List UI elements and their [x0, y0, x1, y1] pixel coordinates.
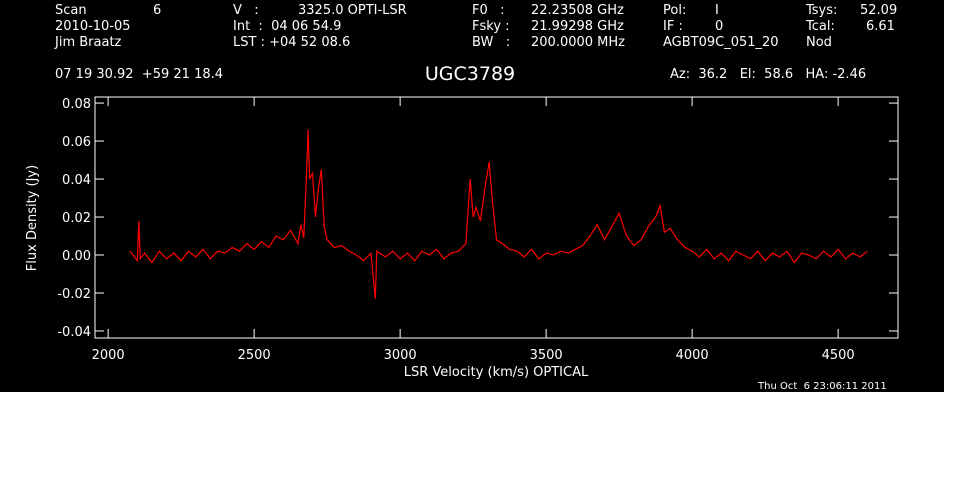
x-tick-label: 2500 [238, 348, 271, 363]
header-field: 52.09 [860, 3, 897, 18]
header-field: Jim Braatz [54, 35, 122, 50]
y-tick-label: 0.06 [62, 135, 91, 150]
header-field: 0 [715, 19, 723, 34]
y-tick-label: 0.00 [62, 249, 91, 264]
x-tick-label: 2000 [92, 348, 125, 363]
header-field: Nod [806, 35, 832, 50]
spectrum-line [129, 129, 868, 299]
y-tick-label: -0.02 [57, 287, 91, 302]
x-tick-label: 4000 [676, 348, 709, 363]
y-tick-label: 0.04 [62, 173, 91, 188]
header-field: 22.23508 GHz [531, 3, 624, 18]
x-tick-label: 3500 [530, 348, 563, 363]
header-field: 6 [153, 3, 161, 18]
chart-title: UGC3789 [425, 63, 515, 85]
x-axis-label: LSR Velocity (km/s) OPTICAL [404, 365, 589, 380]
header-field: I [715, 3, 719, 18]
header-field: 07 19 30.92 +59 21 18.4 [55, 67, 223, 82]
y-tick-label: -0.04 [57, 325, 91, 340]
header-field: Tsys: [805, 3, 837, 18]
y-tick-label: 0.02 [62, 211, 91, 226]
header-field: 3325.0 OPTI-LSR [298, 3, 407, 18]
header-field: Pol: [663, 3, 686, 18]
x-tick-label: 4500 [822, 348, 855, 363]
y-tick-label: 0.08 [62, 97, 91, 112]
header-field: Tcal: [805, 19, 835, 34]
header-field: Scan [55, 3, 87, 18]
y-axis-label: Flux Density (Jy) [25, 165, 40, 271]
header-field: 6.61 [866, 19, 895, 34]
header-field: Az: 36.2 El: 58.6 HA: -2.46 [670, 67, 866, 82]
header-field: F0 : [472, 3, 505, 18]
header-field: Int : 04 06 54.9 [233, 19, 341, 34]
header-field: 21.99298 GHz [531, 19, 624, 34]
x-tick-label: 3000 [384, 348, 417, 363]
header-field: 2010-10-05 [55, 19, 131, 34]
timestamp: Thu Oct 6 23:06:11 2011 [757, 381, 887, 392]
header-field: 200.0000 MHz [531, 35, 625, 50]
header-field: BW : [472, 35, 510, 50]
header-field: LST : +04 52 08.6 [233, 35, 350, 50]
header-field: IF : [663, 19, 683, 34]
header-field: AGBT09C_051_20 [663, 35, 779, 50]
header-field: V : [233, 3, 259, 18]
header-field: Fsky : [472, 19, 510, 34]
